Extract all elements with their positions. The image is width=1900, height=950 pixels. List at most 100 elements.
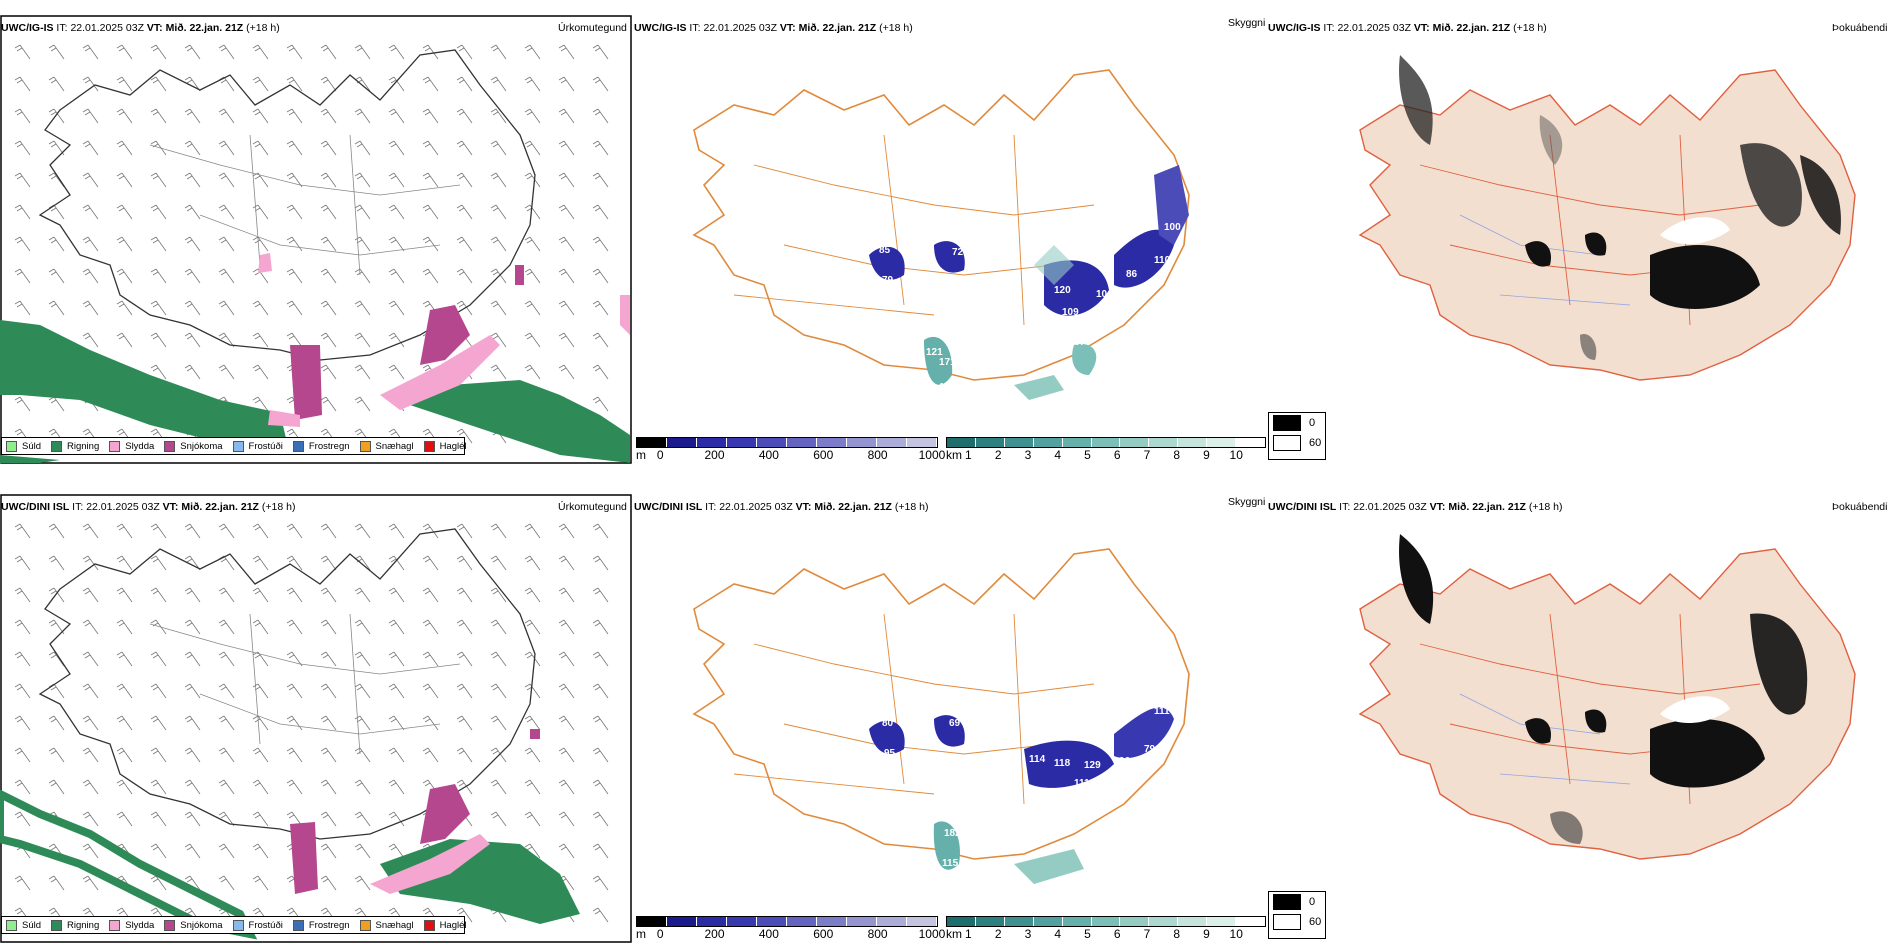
wind-barb <box>116 268 133 284</box>
wind-barb <box>354 204 371 220</box>
wind-barb <box>252 108 269 124</box>
wind-barb <box>354 843 371 859</box>
wind-barb <box>48 747 65 763</box>
wind-barb <box>252 811 269 827</box>
wind-barb <box>490 172 507 188</box>
wind-barb <box>388 268 405 284</box>
legend-label: Snjókoma <box>180 919 223 931</box>
scale-color-step <box>975 917 1005 926</box>
wind-barb <box>592 587 609 603</box>
wind-barb <box>14 683 31 699</box>
scale-tick-label: 800 <box>867 927 888 941</box>
wind-barb <box>524 364 541 380</box>
wind-barb <box>14 396 31 412</box>
wind-barb <box>558 268 575 284</box>
wind-barb <box>388 587 405 603</box>
wind-barb <box>150 619 167 635</box>
legend-item: Frostregn <box>292 919 350 931</box>
legend-label: Slydda <box>125 919 155 931</box>
wind-barb <box>354 108 371 124</box>
visibility-value-label: 100 <box>1164 222 1181 233</box>
wind-barb <box>524 268 541 284</box>
wind-barb <box>48 268 65 284</box>
wind-barb <box>116 587 133 603</box>
visibility-value-label: 85 <box>879 245 891 256</box>
wind-barb <box>354 555 371 571</box>
wind-barb <box>150 204 167 220</box>
scale-tick-label: 800 <box>867 448 888 462</box>
wind-barb <box>184 268 201 284</box>
wind-barb <box>592 364 609 380</box>
wind-barb <box>558 204 575 220</box>
wind-barb <box>524 843 541 859</box>
wind-barb <box>14 651 31 667</box>
fog-legend: 0 60 <box>1268 412 1326 460</box>
wind-barb <box>252 300 269 316</box>
fog-legend-row: 0 <box>1269 413 1325 433</box>
wind-barb <box>320 651 337 667</box>
wind-barb <box>82 715 99 731</box>
wind-barb <box>150 300 167 316</box>
wind-barb <box>422 747 439 763</box>
scale-color-step <box>667 438 697 447</box>
wind-barb <box>422 715 439 731</box>
scale-tick-label: 5 <box>1084 927 1091 941</box>
wind-barb <box>524 747 541 763</box>
scale-color-step <box>1149 438 1179 447</box>
panel1-header: UWC/IG-IS IT: 22.01.2025 03Z VT: Mið. 22… <box>1 22 280 34</box>
wind-barb <box>558 747 575 763</box>
visibility-value-label: 120 <box>1054 285 1071 296</box>
wind-barb <box>82 555 99 571</box>
wind-barb <box>388 683 405 699</box>
wind-barb <box>490 300 507 316</box>
fog-legend-swatch <box>1273 914 1301 930</box>
legend-swatch <box>6 919 17 931</box>
scale-color-step <box>1004 438 1034 447</box>
scale-tick-label: 6 <box>1113 927 1121 941</box>
wind-barb <box>320 843 337 859</box>
wind-barb <box>490 108 507 124</box>
scale-color-step <box>667 917 697 926</box>
wind-barb <box>150 268 167 284</box>
wind-barb <box>320 268 337 284</box>
wind-barb <box>184 875 201 891</box>
ceiling-scale: m 0 200 400 600 800 1000 <box>636 437 945 462</box>
fog-legend-swatch <box>1273 894 1301 910</box>
wind-barb <box>490 779 507 795</box>
wind-barb <box>14 523 31 539</box>
scale-tick-label: 600 <box>813 448 834 462</box>
wind-barb <box>286 108 303 124</box>
scale-color-step <box>907 438 937 447</box>
scale-color-step <box>817 438 847 447</box>
wind-barb <box>218 236 235 252</box>
legend-item: Snæhagl <box>359 440 414 452</box>
wind-barb <box>116 651 133 667</box>
wind-barb <box>524 44 541 60</box>
wind-barb <box>422 172 439 188</box>
wind-barb <box>184 843 201 859</box>
visibility-value-label: 129 <box>1084 760 1101 771</box>
wind-barb <box>252 747 269 763</box>
wind-barb <box>286 332 303 348</box>
panel1-header-2: UWC/DINI ISL IT: 22.01.2025 03Z VT: Mið.… <box>1 501 296 513</box>
wind-barb <box>286 779 303 795</box>
wind-barb <box>116 811 133 827</box>
wind-barb <box>592 555 609 571</box>
wind-barb <box>490 715 507 731</box>
wind-barb <box>218 587 235 603</box>
wind-barb <box>388 236 405 252</box>
precip-legend-2: Súld Rigning Slydda Snjókoma Frostúði Frostre… <box>1 916 467 934</box>
wind-barb <box>116 140 133 156</box>
wind-barb <box>286 523 303 539</box>
wind-barb <box>150 843 167 859</box>
wind-barb <box>524 204 541 220</box>
visibility-map: 85 72 79 120 109 104 86 110 100 87 171 138 121 <box>692 69 1190 400</box>
scale-tick-label: 0 <box>656 448 664 462</box>
precip-map-2 <box>0 494 632 943</box>
wind-barb <box>388 715 405 731</box>
wind-barb <box>558 332 575 348</box>
wind-barb <box>320 875 337 891</box>
wind-barb <box>388 140 405 156</box>
wind-barb <box>524 715 541 731</box>
fog-legend-swatch <box>1273 435 1301 451</box>
